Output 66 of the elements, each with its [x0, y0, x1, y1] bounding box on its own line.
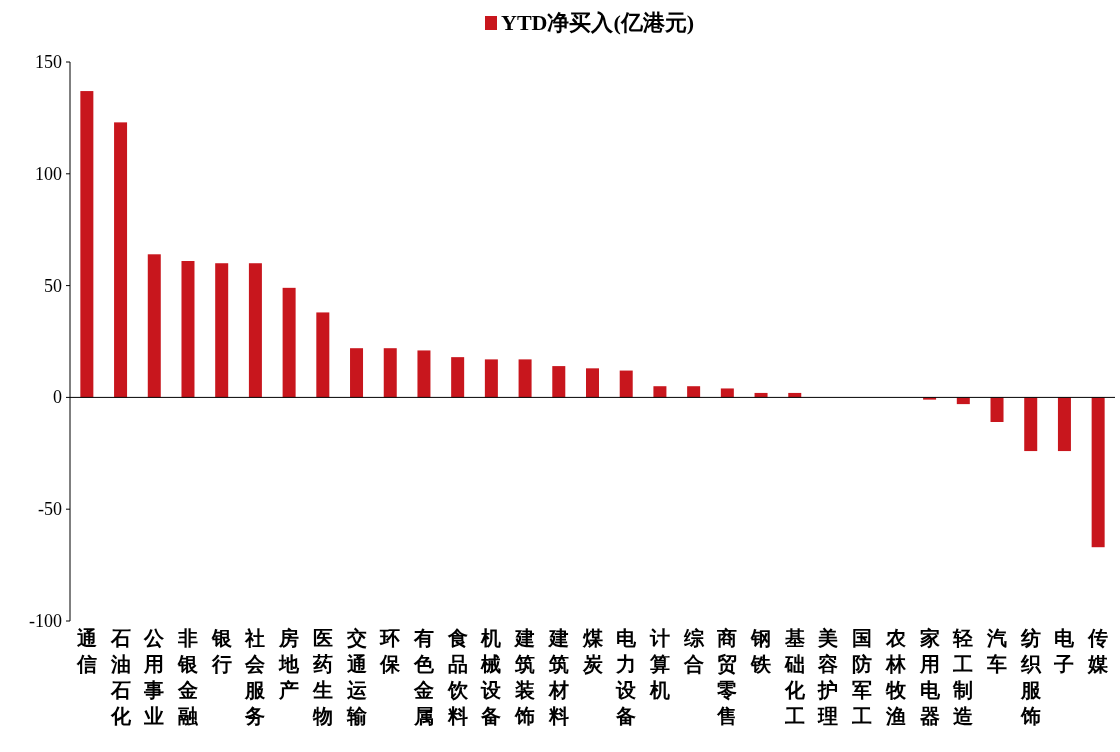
bar	[1091, 397, 1105, 548]
x-tick-label: 通信	[75, 627, 97, 675]
y-tick-label: -100	[29, 611, 62, 631]
bar	[720, 388, 734, 398]
x-tick-label: 食品饮料	[446, 627, 469, 727]
x-tick-label: 电子	[1053, 627, 1076, 675]
x-tick-label: 传媒	[1087, 627, 1110, 675]
bar	[586, 368, 599, 398]
x-tick-label: 煤炭	[581, 627, 604, 675]
x-tick-label: 有色金属	[412, 627, 435, 727]
bar	[754, 392, 768, 398]
x-tick-label: 房地产	[278, 627, 301, 701]
bar	[181, 261, 195, 398]
bar	[114, 122, 128, 398]
x-tick-label: 美容护理	[817, 627, 839, 727]
x-tick-label: 综合	[682, 627, 705, 675]
bar	[518, 359, 532, 398]
x-tick-label: 基础化工	[783, 627, 806, 727]
bar	[990, 397, 1004, 422]
bar	[923, 397, 937, 400]
bar	[215, 263, 229, 398]
bar	[316, 312, 330, 398]
x-tick-label: 电力设备	[615, 627, 638, 727]
y-tick-label: 50	[44, 275, 62, 296]
bar	[1057, 397, 1071, 452]
legend-label: YTD净买入(亿港元)	[501, 10, 695, 35]
bar	[484, 359, 498, 398]
bar	[653, 386, 667, 398]
x-tick-label: 机械设备	[480, 627, 503, 727]
x-tick-label: 农林牧渔	[884, 627, 907, 727]
x-tick-label: 非银金融	[176, 627, 199, 727]
bar	[1024, 397, 1038, 452]
x-tick-label: 汽车	[986, 627, 1008, 675]
x-tick-label: 医药生物	[311, 627, 333, 727]
bar	[451, 357, 465, 398]
bar	[417, 350, 431, 398]
y-tick-label: 150	[35, 52, 62, 72]
x-tick-label: 银行	[210, 627, 233, 675]
bar	[956, 397, 970, 405]
bar	[687, 386, 701, 398]
x-tick-label: 环保	[379, 627, 402, 675]
x-tick-label: 建筑装饰	[513, 627, 536, 727]
x-tick-label: 计算机	[648, 627, 670, 701]
x-tick-label: 轻工制造	[952, 627, 974, 727]
bar	[80, 91, 94, 398]
x-tick-label: 钢铁	[750, 627, 773, 675]
bar	[350, 348, 364, 398]
x-tick-label: 石油石化	[109, 627, 132, 727]
bar	[147, 254, 161, 398]
x-tick-label: 纺织服饰	[1019, 627, 1042, 727]
x-tick-label: 社会服务	[244, 627, 267, 727]
bar	[619, 370, 633, 398]
y-tick-label: 0	[53, 387, 62, 408]
bar	[383, 348, 397, 398]
bar	[248, 263, 262, 398]
x-tick-label: 建筑材料	[546, 627, 569, 727]
x-tick-label: 公用事业	[143, 627, 166, 727]
x-tick-label: 商贸零售	[716, 627, 738, 727]
bar	[788, 392, 802, 398]
x-tick-label: 家用电器	[918, 627, 941, 727]
y-tick-label: -50	[38, 499, 62, 520]
bar	[282, 287, 296, 398]
y-tick-label: 100	[35, 163, 62, 184]
x-tick-label: 国防军工	[851, 627, 873, 727]
x-tick-label: 交通运输	[345, 627, 368, 727]
bar	[552, 366, 566, 398]
